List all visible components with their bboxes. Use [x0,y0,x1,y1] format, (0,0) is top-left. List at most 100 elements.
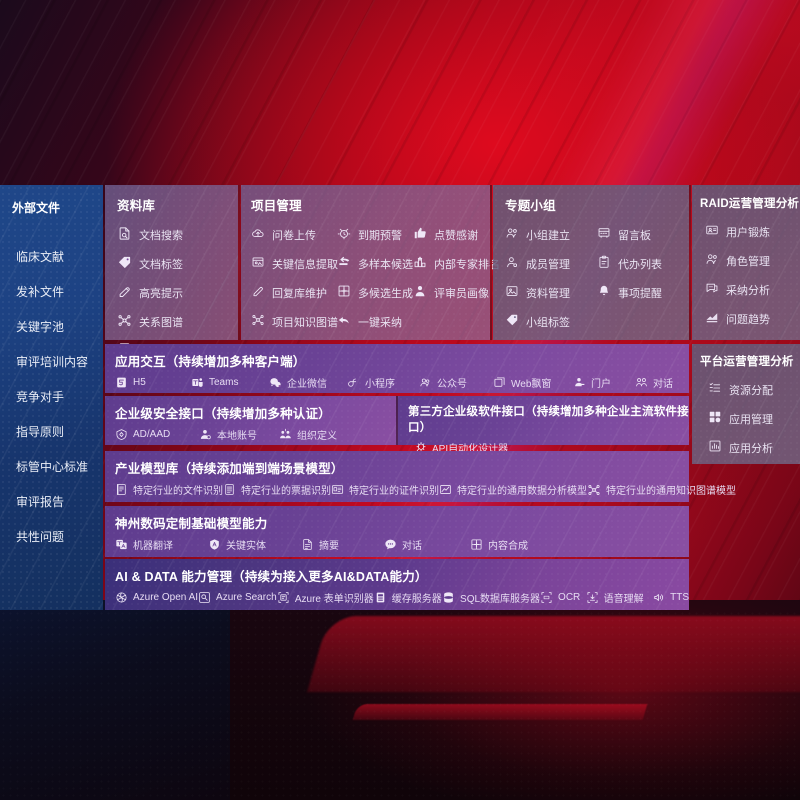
sidebar-item-review-report[interactable]: 审评报告 [16,495,65,509]
clipboard-icon [597,255,611,272]
raid-item-user-training[interactable]: 用户锻炼 [705,217,800,246]
chip-sql-database[interactable]: SQL数据库服务器 [442,590,540,605]
chip-form-recognizer[interactable]: Azure 表单识别器 [277,590,374,605]
chip-miniprogram[interactable]: 小程序 [347,375,419,390]
chat-qa-icon [705,281,719,298]
project-item-multi-sample-candidate[interactable]: 多样本候选 [337,249,413,278]
search-box-icon [198,591,211,604]
sidebar-item-supplement-docs[interactable]: 发补文件 [16,285,65,299]
sidebar-item-clinical-literature[interactable]: 临床文献 [16,250,65,264]
library-item-highlight[interactable]: 高亮提示 [117,278,238,307]
chip-official-account[interactable]: 公众号 [419,375,493,390]
library-item-doc-search[interactable]: 文档搜索 [117,220,238,249]
sidebar-item-standards-center[interactable]: 标管中心标准 [16,460,89,474]
sidebar-item-common-issues[interactable]: 共性问题 [16,530,65,544]
panel-topic-group: 专题小组 小组建立 成员管理 资料管理 [493,185,689,340]
sidebar-item-keyword-pool[interactable]: 关键字池 [16,320,65,334]
group-item-create-group[interactable]: 小组建立 [505,220,597,249]
chip-label: 门户 [591,379,611,390]
chip-portal[interactable]: 门户 [573,375,635,390]
project-item-label: 项目知识图谱 [272,316,338,329]
group-item-item-reminder[interactable]: 事项提醒 [597,278,681,307]
chip-azure-search[interactable]: Azure Search [198,591,277,604]
library-item-label: 关系图谱 [139,316,183,329]
chip-dialog[interactable]: 对话 [384,537,470,552]
group-item-material-management[interactable]: 资料管理 [505,278,597,307]
chip-cache-server[interactable]: 缓存服务器 [374,590,442,605]
library-item-doc-tag[interactable]: 文档标签 [117,249,238,278]
translate-icon [115,538,128,551]
grid-merge-icon [337,284,351,301]
project-item-knowledge-graph[interactable]: 项目知识图谱 [251,307,338,336]
project-item-like-thanks[interactable]: 点赞感谢 [413,220,493,249]
library-item-label: 文档标签 [139,258,183,271]
chip-data-analysis-model[interactable]: 特定行业的通用数据分析模型 [439,482,587,497]
project-item-reply-library[interactable]: 回复库维护 [251,278,337,307]
chip-label: 对话 [653,379,673,390]
raid-item-adoption-analysis[interactable]: 采纳分析 [705,275,800,304]
chip-file-recognition[interactable]: 特定行业的文件识别 [115,482,223,497]
platform-item-app-analysis[interactable]: 应用分析 [708,433,800,462]
chip-receipt-recognition[interactable]: 特定行业的票据识别 [223,482,331,497]
chip-label: OCR [558,592,581,603]
archive-image-icon [505,284,519,301]
chip-label: AD/AAD [133,429,171,440]
project-item-key-info-extract[interactable]: 关键信息提取 [251,249,338,278]
alarm-icon [337,226,351,243]
chip-wecom[interactable]: 企业微信 [269,375,347,390]
chip-content-synthesis[interactable]: 内容合成 [470,537,528,552]
chip-web-float-window[interactable]: Web飘窗 [493,375,573,390]
chip-h5[interactable]: H5 [115,376,191,389]
chip-ocr[interactable]: OCR [540,591,586,604]
graph-network-icon [587,483,601,497]
project-item-questionnaire-upload[interactable]: 问卷上传 [251,220,337,249]
sidebar-item-competitors[interactable]: 竞争对手 [16,390,65,404]
group-item-member-management[interactable]: 成员管理 [505,249,597,278]
app-analysis-icon [708,439,722,456]
chip-key-entity[interactable]: 关键实体 [208,537,301,552]
row-app-interaction-title: 应用交互（持续增加多种客户端） [115,355,306,369]
row-ai-data-title: AI & DATA 能力管理（持续为接入更多AI&DATA能力） [115,570,428,584]
group-item-label: 事项提醒 [618,287,662,300]
library-item-relation-graph[interactable]: 关系图谱 [117,307,238,336]
group-item-group-tag[interactable]: 小组标签 [505,307,597,336]
chip-teams[interactable]: Teams [191,376,269,389]
platform-item-label: 资源分配 [729,384,773,397]
platform-item-app-management[interactable]: 应用管理 [708,404,800,433]
project-item-multi-candidate-gen[interactable]: 多候选生成 [337,278,413,307]
raid-item-issue-trend[interactable]: 问题趋势 [705,304,800,333]
entity-a-icon [208,538,221,551]
bell-icon [597,284,611,301]
chip-machine-translation[interactable]: 机器翻译 [115,537,208,552]
group-item-todo-list[interactable]: 代办列表 [597,249,681,278]
chip-voice-understanding[interactable]: 语音理解 [586,590,653,605]
sidebar-item-review-training[interactable]: 审评培训内容 [16,355,89,369]
chip-label: 语音理解 [603,594,644,605]
project-item-reviewer-profile[interactable]: 评审员画像 [413,278,493,307]
chip-ad-aad[interactable]: AD/AAD [115,428,199,441]
sidebar-item-guidelines[interactable]: 指导原则 [16,425,65,439]
platform-item-resource-allocation[interactable]: 资源分配 [708,375,800,404]
chip-knowledge-graph-model[interactable]: 特定行业的通用知识图谱模型 [587,482,736,497]
background-lower-left-dark [0,600,230,800]
group-item-label: 小组标签 [526,316,570,329]
chip-dialog[interactable]: 对话 [635,375,673,390]
project-item-expert-ranking[interactable]: 内部专家排名 [413,249,500,278]
project-item-expiry-alert[interactable]: 到期预警 [337,220,413,249]
project-item-one-click-adopt[interactable]: 一键采纳 [337,307,413,336]
cloud-upload-icon [251,226,265,243]
chip-azure-openai[interactable]: Azure Open AI [115,591,198,604]
row-app-interaction-items: H5 Teams 企业微信 小程序 公众号 [115,375,689,390]
miniprogram-icon [347,376,360,389]
sidebar-title: 外部文件 [12,201,61,215]
chip-idcard-recognition[interactable]: 特定行业的证件识别 [331,482,439,497]
chip-local-account[interactable]: 本地账号 [199,427,279,442]
panel-topic-group-title: 专题小组 [505,199,556,213]
chip-org-definition[interactable]: 组织定义 [279,427,337,442]
chip-tts[interactable]: TTS [652,591,689,604]
group-item-message-board[interactable]: 留言板 [597,220,681,249]
chip-summary[interactable]: 摘要 [301,537,384,552]
panel-library-title: 资料库 [117,199,156,213]
chat-bubble-icon [384,538,397,551]
raid-item-role-management[interactable]: 角色管理 [705,246,800,275]
